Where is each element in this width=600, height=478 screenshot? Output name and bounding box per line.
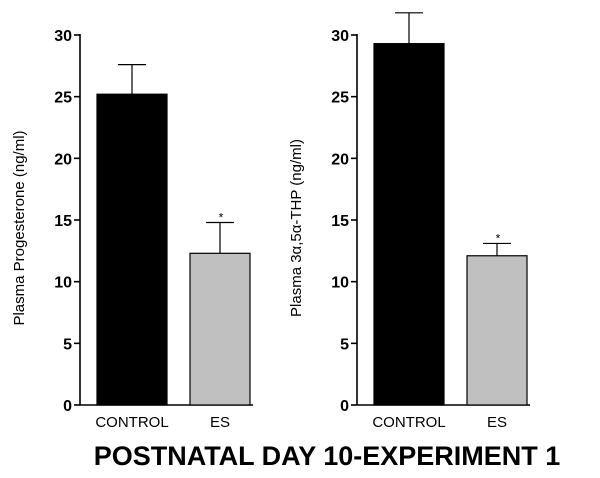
y-axis-title: Plasma Progesterone (ng/ml) [11, 130, 28, 325]
y-tick-label: 15 [54, 213, 72, 230]
y-tick-label: 20 [54, 151, 72, 168]
y-tick-label: 5 [63, 336, 72, 353]
y-tick-label: 5 [340, 336, 349, 353]
category-label: ES [487, 414, 507, 431]
bar-es [189, 252, 251, 406]
y-tick-label: 20 [331, 151, 349, 168]
y-tick-label: 30 [54, 28, 72, 45]
category-label: CONTROL [372, 414, 445, 431]
y-axis-title: Plasma 3α,5α-THP (ng/ml) [288, 139, 305, 317]
y-tick-label: 0 [63, 398, 72, 415]
progesterone-panel: 0 5 10 15 20 25 30 Plasma Progesterone (ng/ml) C… [11, 28, 253, 431]
bar-control [96, 93, 168, 406]
y-tick-label: 25 [331, 90, 349, 107]
bar-control [373, 43, 445, 406]
bar-es [466, 255, 528, 406]
significance-mark: * [219, 210, 224, 224]
category-label: ES [210, 414, 230, 431]
thp-panel: 0 5 10 15 20 25 30 Plasma 3α,5α-THP (ng/ml) CONT… [288, 12, 530, 431]
y-tick-label: 10 [331, 275, 349, 292]
y-tick-label: 15 [331, 213, 349, 230]
category-label: CONTROL [95, 414, 168, 431]
figure-title: POSTNATAL DAY 10-EXPERIMENT 1 [94, 441, 561, 471]
y-tick-label: 25 [54, 90, 72, 107]
y-tick-label: 0 [340, 398, 349, 415]
y-tick-label: 10 [54, 275, 72, 292]
y-tick-label: 30 [331, 28, 349, 45]
significance-mark: * [496, 231, 501, 245]
